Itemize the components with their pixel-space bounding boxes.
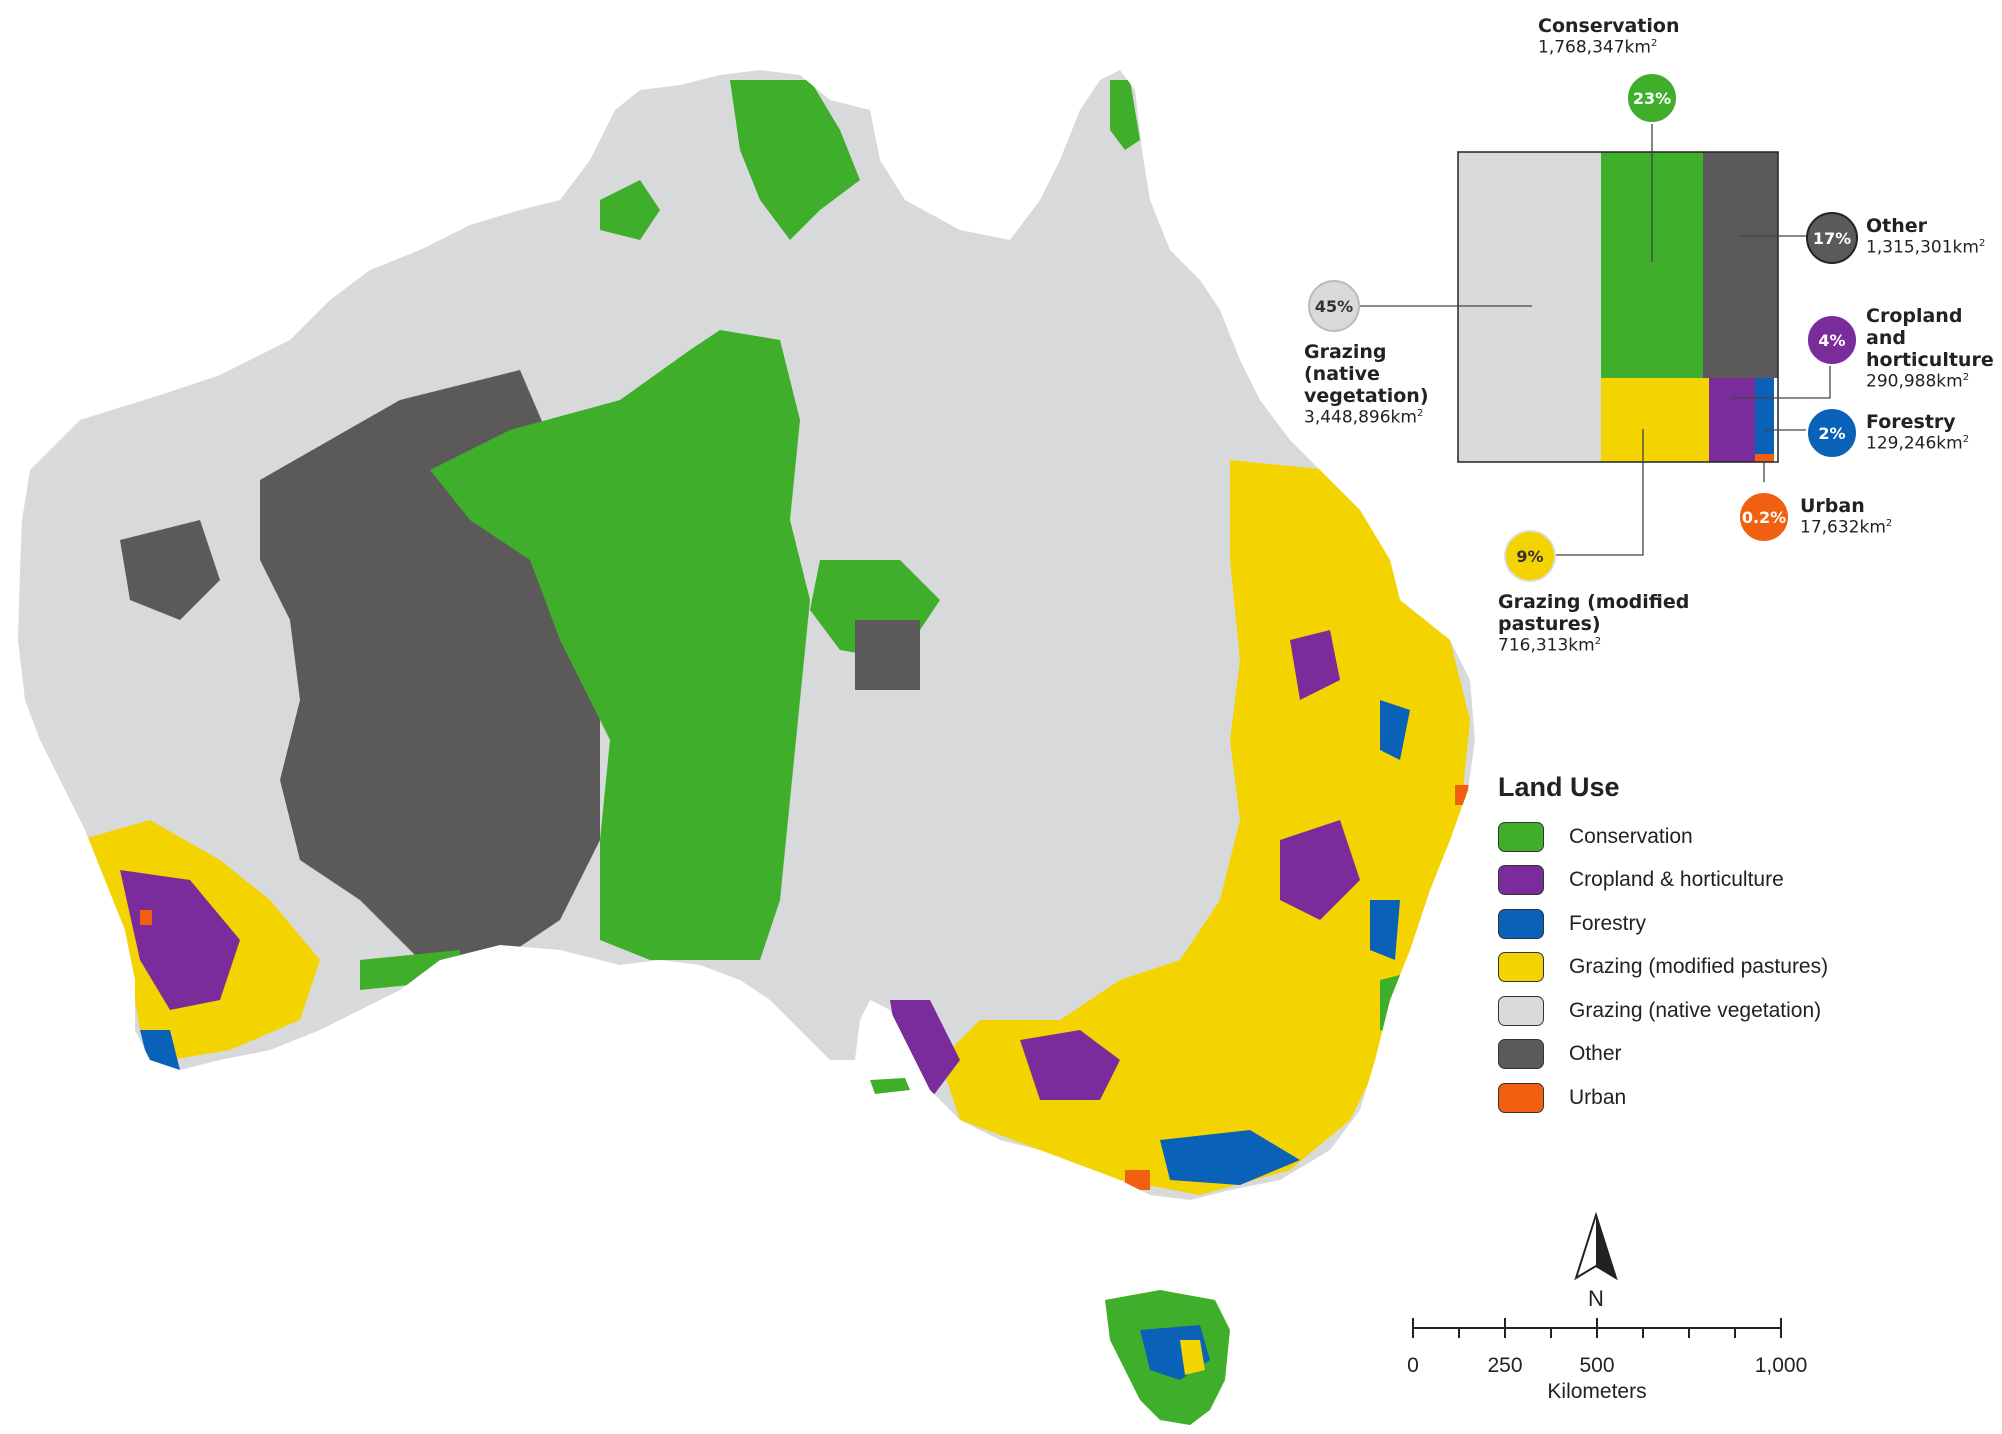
label-grazing-modified-area: 716,313km2 — [1498, 635, 1602, 656]
north-arrow-icon: N — [1574, 1211, 1618, 1311]
legend-swatch-grazing-modified — [1498, 952, 1544, 983]
label-other: Other 1,315,301km2 — [1866, 215, 1986, 258]
legend-item-conservation: Conservation — [1498, 815, 1828, 859]
legend-item-grazing-native: Grazing (native vegetation) — [1498, 989, 1828, 1033]
label-grazing-modified-name: Grazing (modified pastures) — [1498, 591, 1690, 635]
region-urban-brisbane — [1455, 785, 1470, 805]
pct-circle-forestry — [1806, 407, 1858, 459]
label-urban: Urban 17,632km2 — [1800, 495, 1893, 538]
region-conservation-topend — [600, 180, 660, 240]
scale-bar — [1412, 1318, 1782, 1338]
label-cropland-area: 290,988km2 — [1866, 371, 1970, 392]
label-other-area: 1,315,301km2 — [1866, 237, 1986, 258]
label-cropland: Cropland and horticulture 290,988km2 — [1866, 305, 1998, 392]
label-conservation: Conservation 1,768,347km2 — [1538, 15, 1680, 58]
label-forestry: Forestry 129,246km2 — [1866, 411, 1970, 454]
label-other-name: Other — [1866, 215, 1928, 237]
region-urban-sydney — [1405, 1010, 1420, 1025]
region-forestry-nsw — [1370, 900, 1400, 960]
legend-label-cropland: Cropland & horticulture — [1569, 868, 1784, 892]
region-other-nw — [120, 520, 220, 620]
scale-tick-0: 0 — [1407, 1354, 1419, 1377]
label-forestry-area: 129,246km2 — [1866, 433, 1970, 454]
legend-swatch-forestry — [1498, 908, 1544, 939]
region-other-central — [855, 620, 920, 690]
pct-text-urban: 0.2% — [1742, 508, 1786, 527]
region-urban-melbourne — [1125, 1170, 1150, 1190]
label-conservation-area: 1,768,347km2 — [1538, 37, 1658, 58]
legend-item-grazing-modified: Grazing (modified pastures) — [1498, 946, 1828, 990]
legend-label-conservation: Conservation — [1569, 824, 1693, 848]
block-urban — [1755, 454, 1774, 462]
region-conservation-central — [430, 330, 810, 960]
legend-label-other: Other — [1569, 1042, 1622, 1066]
label-urban-name: Urban — [1800, 495, 1865, 517]
pct-text-grazing-modified: 9% — [1516, 547, 1543, 566]
pct-circle-other — [1806, 212, 1858, 264]
legend-label-grazing-native: Grazing (native vegetation) — [1569, 998, 1822, 1022]
legend-item-other: Other — [1498, 1033, 1828, 1077]
label-urban-area: 17,632km2 — [1800, 517, 1893, 538]
legend-swatch-conservation — [1498, 821, 1544, 852]
label-grazing-native-name: Grazing (native vegetation) — [1304, 341, 1429, 407]
label-forestry-name: Forestry — [1866, 411, 1956, 433]
legend-swatch-cropland — [1498, 865, 1544, 896]
scale-unit: Kilometers — [1547, 1380, 1646, 1403]
mainland — [18, 70, 1475, 1200]
region-cropland-sa — [890, 1000, 960, 1100]
legend-swatch-urban — [1498, 1082, 1544, 1113]
region-cropland-murray — [1020, 1030, 1120, 1100]
legend-item-urban: Urban — [1498, 1076, 1828, 1120]
label-grazing-modified: Grazing (modified pastures) 716,313km2 — [1498, 591, 1718, 656]
region-forestry-gippsland — [1160, 1130, 1300, 1185]
region-forestry-swwa — [140, 1030, 180, 1070]
region-urban-perth — [140, 910, 152, 925]
region-conservation-capeyork — [1110, 80, 1140, 150]
legend-swatch-other — [1498, 1039, 1544, 1070]
pct-text-grazing-native: 45% — [1315, 297, 1353, 316]
legend-label-forestry: Forestry — [1569, 911, 1647, 935]
legend-label-urban: Urban — [1569, 1085, 1627, 1109]
pct-text-conservation: 23% — [1633, 89, 1671, 108]
block-grazing-native — [1458, 152, 1601, 462]
legend-title: Land Use — [1498, 772, 1620, 802]
region-grazing-modified-east — [940, 460, 1470, 1195]
region-cropland-qld — [1290, 630, 1340, 700]
label-grazing-native: Grazing (native vegetation) 3,448,896km2 — [1304, 341, 1434, 428]
pct-text-cropland: 4% — [1818, 331, 1845, 350]
kangaroo-island — [870, 1078, 910, 1094]
block-cropland — [1709, 378, 1755, 462]
region-cropland-sw — [120, 870, 240, 1010]
scale-tick-1000: 1,000 — [1755, 1354, 1808, 1377]
scale-tick-500: 500 — [1579, 1354, 1614, 1377]
legend-label-grazing-modified: Grazing (modified pastures) — [1569, 955, 1829, 979]
label-conservation-name: Conservation — [1538, 15, 1680, 37]
block-forestry — [1755, 378, 1774, 454]
scale-tick-250: 250 — [1487, 1354, 1522, 1377]
pct-text-forestry: 2% — [1818, 424, 1845, 443]
pct-circle-grazing-modified — [1504, 530, 1556, 582]
pct-circle-cropland — [1806, 314, 1858, 366]
north-arrow-label: N — [1588, 1286, 1604, 1311]
block-grazing-modified — [1601, 378, 1709, 462]
legend: Land Use Conservation Cropland & horticu… — [1498, 772, 1828, 1120]
legend-swatch-grazing-native — [1498, 995, 1544, 1026]
legend-item-cropland: Cropland & horticulture — [1498, 859, 1828, 903]
pct-circle-grazing-native — [1308, 280, 1360, 332]
label-grazing-native-area: 3,448,896km2 — [1304, 407, 1424, 428]
pct-circle-urban — [1738, 491, 1790, 543]
pct-text-other: 17% — [1813, 229, 1851, 248]
region-conservation-nsw — [1380, 970, 1420, 1040]
legend-item-forestry: Forestry — [1498, 902, 1828, 946]
block-other — [1703, 152, 1778, 378]
region-forestry-qld — [1380, 700, 1410, 760]
region-cropland-nsw — [1280, 820, 1360, 920]
region-conservation-north — [730, 80, 860, 240]
tasmania — [1105, 1290, 1230, 1425]
land-use-proportion-chart: 23% 17% 4% 2% 0.2% 45% 9% — [1308, 72, 1858, 582]
label-cropland-name: Cropland and horticulture — [1866, 305, 1994, 371]
pct-circle-conservation — [1626, 72, 1678, 124]
